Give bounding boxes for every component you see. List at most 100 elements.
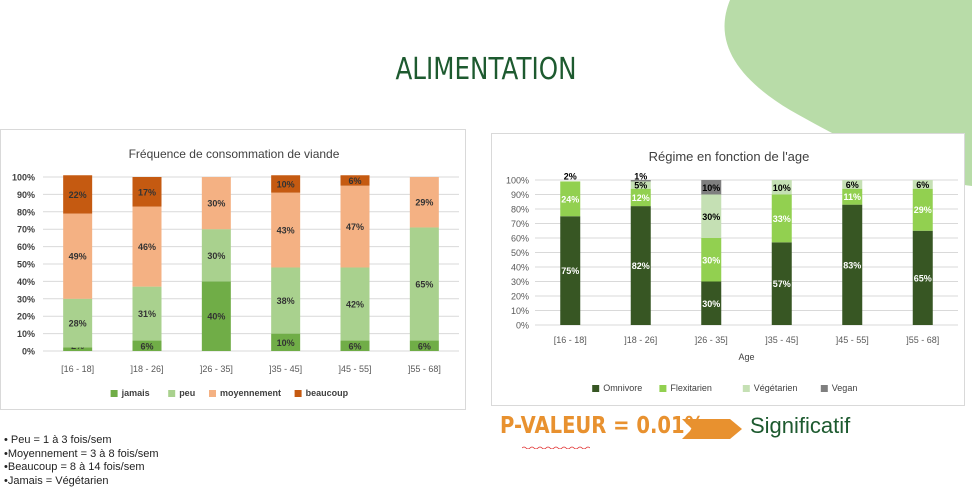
y-tick-label: 100% — [506, 176, 529, 186]
bar-segment — [701, 180, 722, 195]
bar-segment — [132, 286, 162, 341]
bar-segment — [201, 177, 231, 230]
y-tick-label: 90% — [511, 190, 529, 200]
data-label: 6% — [140, 341, 153, 351]
legend-swatch — [168, 390, 176, 397]
diet-by-age-chart: Régime en fonction de l'age 0% 10% 20% 30% 40… — [491, 133, 965, 406]
data-label: 47% — [346, 222, 364, 232]
x-tick-label: ]55 - 68] — [906, 335, 939, 345]
bar-segment — [409, 177, 439, 228]
page-title: ALIMENTATION — [395, 52, 577, 87]
x-tick-label: ]55 - 68] — [408, 364, 441, 374]
y-tick-label: 70% — [17, 225, 35, 235]
bar-segment — [271, 333, 301, 351]
data-label: 75% — [561, 266, 579, 276]
significance-result: Significatif — [750, 413, 851, 438]
data-label: 6% — [348, 176, 361, 186]
definitions-notes: • Peu = 1 à 3 fois/sem •Moyennement = 3 … — [4, 434, 159, 488]
data-label: 65% — [415, 280, 433, 290]
legend-swatch — [820, 385, 828, 392]
data-label: 22% — [69, 190, 87, 200]
y-tick-label: 10% — [511, 306, 529, 316]
bar-segment — [340, 267, 370, 341]
data-label: 1% — [634, 171, 647, 181]
note-line: •Jamais = Végétarien — [4, 474, 109, 487]
legend-label: beaucoup — [306, 388, 349, 398]
data-label: 6% — [418, 341, 431, 351]
legend-label: peu — [179, 388, 195, 398]
bar-segment — [842, 204, 863, 325]
data-label: 40% — [207, 312, 225, 322]
meat-frequency-chart: Fréquence de consommation de viande 0% 10%… — [0, 129, 466, 410]
data-label: 42% — [346, 300, 364, 310]
data-label: 29% — [415, 198, 433, 208]
bar-segment — [132, 340, 162, 351]
bar-segment — [701, 238, 722, 282]
legend-label: Flexitarien — [670, 383, 712, 393]
legend-swatch — [659, 385, 667, 392]
x-tick-label: [16 - 18] — [554, 335, 587, 345]
bar-segment — [630, 181, 651, 189]
data-label: 10% — [773, 183, 791, 193]
diet-by-age-chart-svg: Régime en fonction de l'age 0% 10% 20% 30% 40… — [506, 149, 958, 393]
legend-swatch — [294, 390, 302, 397]
bar-segment — [560, 216, 581, 325]
bar-segment — [409, 227, 439, 341]
y-tick-label: 30% — [511, 277, 529, 287]
bar-segment — [771, 242, 792, 325]
bar-segment — [63, 213, 93, 299]
y-tick-label: 60% — [17, 242, 35, 252]
data-label: 30% — [207, 199, 225, 209]
y-tick-label: 80% — [17, 207, 35, 217]
legend-label: jamais — [121, 388, 150, 398]
bar-segment — [201, 281, 231, 351]
bar-segment — [630, 188, 651, 207]
bar-segment — [340, 340, 370, 351]
bar-segment — [409, 340, 439, 351]
data-label: 6% — [348, 341, 361, 351]
y-tick-label: 50% — [17, 260, 35, 270]
data-label: 33% — [773, 214, 791, 224]
y-tick-label: 50% — [511, 248, 529, 258]
x-tick-label: ]45 - 55] — [836, 335, 869, 345]
y-tick-label: 40% — [511, 263, 529, 273]
bar-segment — [912, 180, 933, 189]
x-tick-label: ]18 - 26] — [624, 335, 657, 345]
data-label: 29% — [914, 205, 932, 215]
legend-label: Végétarien — [754, 383, 798, 393]
data-label: 11% — [843, 192, 861, 202]
x-tick-label: ]35 - 45] — [765, 335, 798, 345]
bar-segment — [63, 298, 93, 348]
chart-title: Fréquence de consommation de viande — [129, 147, 340, 161]
data-label: 10% — [702, 183, 720, 193]
data-label: 82% — [632, 261, 650, 271]
data-label: 12% — [632, 193, 650, 203]
y-tick-label: 20% — [511, 292, 529, 302]
bar-segment — [771, 194, 792, 243]
data-label: 57% — [773, 279, 791, 289]
y-tick-label: 80% — [511, 205, 529, 215]
bar-segment — [701, 194, 722, 238]
data-label: 2% — [564, 171, 577, 181]
y-tick-label: 20% — [17, 312, 35, 322]
legend-swatch — [110, 390, 118, 397]
data-label: 17% — [138, 187, 156, 197]
y-tick-label: 70% — [511, 219, 529, 229]
legend-swatch — [209, 390, 216, 397]
bar-segment — [132, 206, 162, 287]
legend-label: Vegan — [832, 383, 858, 393]
x-tick-label: ]18 - 26] — [130, 364, 163, 374]
data-label: 30% — [702, 255, 720, 265]
data-label: 43% — [277, 226, 295, 236]
data-label: 5% — [634, 181, 647, 191]
spellcheck-underline — [522, 446, 590, 449]
y-tick-label: 90% — [17, 190, 35, 200]
y-tick-label: 0% — [516, 321, 529, 331]
bar-segment — [771, 180, 792, 195]
y-tick-label: 60% — [511, 234, 529, 244]
bar-segment — [63, 175, 93, 214]
data-label: 6% — [916, 180, 929, 190]
bar-segment — [271, 192, 301, 268]
bar-segment — [842, 188, 863, 205]
note-line: • Peu = 1 à 3 fois/sem — [4, 434, 112, 446]
